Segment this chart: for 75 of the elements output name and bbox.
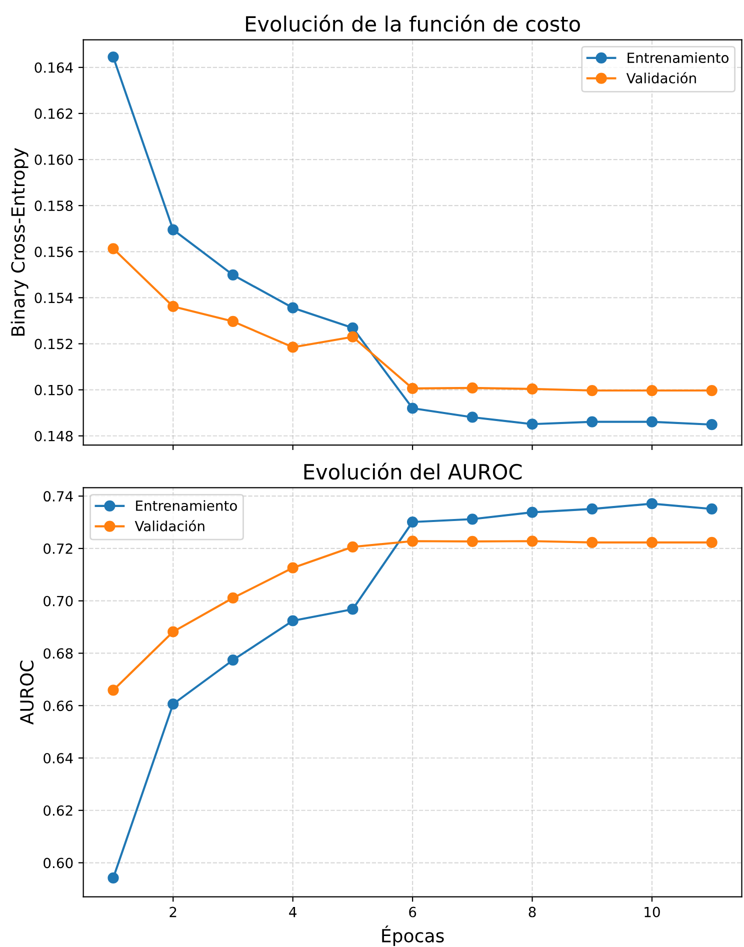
point (526, 383, 538, 394)
point (347, 541, 358, 552)
y-tick-label: 0.74 (44, 491, 73, 502)
x-tick-label: 6 (409, 906, 416, 918)
point (347, 322, 358, 334)
y-tick-label: 0.154 (34, 292, 73, 304)
chart-title: Evolución de la función de costo (246, 14, 580, 32)
x-tick-label: 10 (644, 906, 660, 918)
y-tick-label: 0.160 (34, 154, 73, 165)
point (406, 382, 418, 394)
point (227, 654, 239, 666)
y-tick-label: 0.158 (34, 200, 73, 212)
point (466, 514, 478, 525)
point (466, 382, 478, 394)
legend-label: Validación (626, 72, 696, 84)
point (168, 224, 179, 236)
point (526, 506, 538, 518)
y-tick-label: 0.164 (34, 62, 73, 73)
point (646, 384, 658, 396)
chart-title: Evolución del AUROC (304, 462, 522, 480)
point (406, 516, 418, 528)
y-tick-label: 0.156 (34, 246, 73, 258)
point (168, 626, 179, 638)
y-tick-label: 0.70 (44, 596, 73, 606)
point (227, 592, 239, 604)
y-tick-label: 0.62 (44, 805, 72, 816)
x-tick-label: 8 (528, 906, 536, 918)
y-tick-label: 0.64 (44, 752, 73, 764)
y-axis-title: AUROC (20, 660, 34, 725)
point (526, 418, 538, 430)
point (227, 269, 239, 280)
point (287, 302, 298, 314)
point (706, 503, 718, 514)
point (706, 536, 718, 548)
y-tick-label: 0.152 (34, 338, 72, 350)
legend-label: Validación (134, 520, 204, 532)
y-tick-label: 0.72 (44, 543, 72, 554)
point (227, 316, 239, 327)
point (466, 412, 478, 423)
point (646, 536, 658, 548)
point (168, 300, 179, 312)
legend-label: Entrenamiento (136, 500, 237, 511)
point (586, 503, 598, 514)
point (287, 342, 298, 353)
point (108, 51, 119, 63)
point (706, 384, 718, 396)
y-tick-label: 0.66 (44, 700, 73, 712)
x-tick-label: 4 (289, 906, 296, 918)
point (168, 698, 179, 710)
point (586, 384, 598, 396)
point (466, 536, 478, 547)
y-axis-title: Binary Cross-Entropy (10, 148, 28, 336)
y-tick-label: 0.68 (44, 648, 73, 659)
point (646, 416, 658, 428)
point (706, 419, 718, 430)
point (108, 243, 119, 254)
x-axis-title: Épocas (382, 926, 444, 946)
point (347, 331, 358, 342)
y-tick-label: 0.60 (44, 858, 73, 868)
point (287, 562, 298, 574)
y-tick-label: 0.162 (34, 108, 72, 119)
y-tick-label: 0.150 (34, 384, 73, 396)
point (287, 615, 298, 626)
point (646, 498, 658, 510)
x-tick-label: 2 (170, 906, 176, 918)
point (586, 536, 598, 548)
point (108, 684, 119, 696)
point (406, 402, 418, 414)
point (108, 872, 119, 884)
point (406, 536, 418, 547)
point (586, 416, 598, 428)
y-tick-label: 0.148 (34, 430, 73, 442)
legend-label: Entrenamiento (628, 52, 729, 64)
point (347, 604, 358, 615)
point (526, 536, 538, 547)
